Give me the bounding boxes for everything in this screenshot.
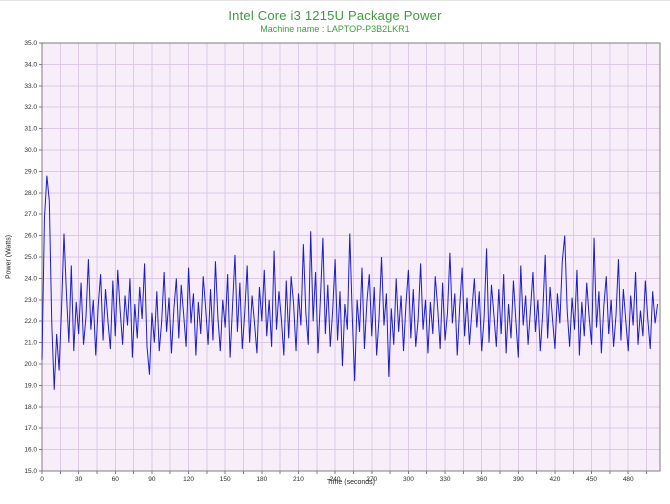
x-tick-label: 0 [40,476,44,483]
x-tick-label: 360 [476,476,487,483]
y-tick-label: 25.0 [24,254,37,261]
plot-border [41,42,661,472]
y-tick-label: 29.0 [24,168,37,175]
x-tick-label: 180 [256,476,267,483]
y-tick-label: 16.0 [24,447,37,454]
y-tick-label: 30.0 [24,147,37,154]
x-axis-title: Time (seconds) [327,479,375,486]
x-tick-label: 270 [366,476,377,483]
y-tick-label: 18.0 [24,404,37,411]
y-tick-label: 22.0 [24,318,37,325]
x-tick-label: 90 [148,476,156,483]
x-tick-label: 60 [112,476,120,483]
y-tick-label: 19.0 [24,382,37,389]
y-tick-label: 31.0 [24,126,37,133]
x-tick-label: 210 [293,476,304,483]
x-tick-label: 330 [440,476,451,483]
y-tick-label: 24.0 [24,275,37,282]
x-tick-label: 30 [75,476,83,483]
x-tick-label: 420 [550,476,561,483]
gridlines [42,43,660,471]
x-tick-label: 150 [220,476,231,483]
x-tick-label: 480 [623,476,634,483]
x-tick-label: 300 [403,476,414,483]
y-tick-label: 17.0 [24,425,37,432]
x-tick-label: 450 [586,476,597,483]
y-tick-label: 34.0 [24,61,37,68]
tick-marks [39,42,648,474]
y-tick-label: 27.0 [24,211,37,218]
y-tick-label: 21.0 [24,340,37,347]
x-tick-label: 120 [183,476,194,483]
chart-title: Intel Core i3 1215U Package Power [228,8,442,23]
y-tick-label: 15.0 [24,468,37,475]
y-tick-label: 20.0 [24,361,37,368]
x-tick-label: 240 [330,476,341,483]
y-tick-label: 32.0 [24,104,37,111]
y-tick-label: 23.0 [24,297,37,304]
y-tick-label: 28.0 [24,190,37,197]
power-series-line [41,175,659,390]
y-tick-label: 26.0 [24,233,37,240]
y-tick-label: 33.0 [24,83,37,90]
chart-subtitle: Machine name : LAPTOP-P3B2LKR1 [260,24,410,34]
x-tick-label: 390 [513,476,524,483]
y-tick-label: 35.0 [24,40,37,47]
